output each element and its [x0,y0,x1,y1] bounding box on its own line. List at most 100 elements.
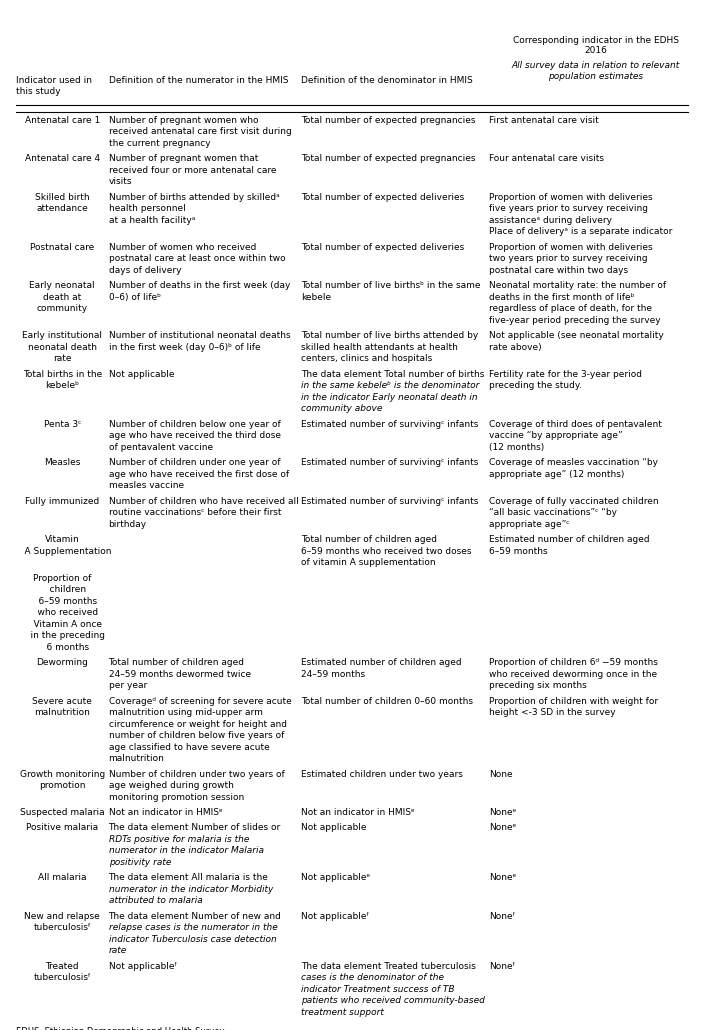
Text: Total number of expected deliveries: Total number of expected deliveries [300,193,464,202]
Text: Measles: Measles [44,458,80,468]
Text: indicator Treatment success of TB: indicator Treatment success of TB [300,985,454,994]
Text: Not applicableᵉ: Not applicableᵉ [300,873,370,883]
Text: Number of children under one year of: Number of children under one year of [109,458,280,468]
Text: Noneᶠ: Noneᶠ [489,912,516,921]
Text: Not applicableᶠ: Not applicableᶠ [300,912,369,921]
Text: Four antenatal care visits: Four antenatal care visits [489,154,604,164]
Text: in the first week (day 0–6)ᵇ of life: in the first week (day 0–6)ᵇ of life [109,343,260,351]
Text: assistanceᵃ during delivery: assistanceᵃ during delivery [489,216,612,225]
Text: Not applicable (see neonatal mortality: Not applicable (see neonatal mortality [489,332,664,340]
Text: Vitamin: Vitamin [45,535,79,544]
Text: kebeleᵇ: kebeleᵇ [45,381,79,390]
Text: Number of pregnant women that: Number of pregnant women that [109,154,258,164]
Text: Proportion of women with deliveries: Proportion of women with deliveries [489,193,653,202]
Text: Coverage of third does of pentavalent: Coverage of third does of pentavalent [489,419,662,428]
Text: Number of deaths in the first week (day: Number of deaths in the first week (day [109,281,290,290]
Text: who received deworming once in the: who received deworming once in the [489,670,657,679]
Text: Number of births attended by skilledᵃ: Number of births attended by skilledᵃ [109,193,280,202]
Text: Proportion of women with deliveries: Proportion of women with deliveries [489,243,653,251]
Text: Antenatal care 4: Antenatal care 4 [25,154,100,164]
Text: Total number of live births attended by: Total number of live births attended by [300,332,478,340]
Text: at a health facilityᵃ: at a health facilityᵃ [109,216,195,225]
Text: Coverage of fully vaccinated children: Coverage of fully vaccinated children [489,496,659,506]
Text: Not an indicator in HMISᵉ: Not an indicator in HMISᵉ [109,808,222,817]
Text: kebele: kebele [300,293,331,302]
Text: children: children [38,585,87,594]
Text: Proportion of children with weight for: Proportion of children with weight for [489,696,659,706]
Text: five years prior to survey receiving: five years prior to survey receiving [489,204,649,213]
Text: 24–59 months: 24–59 months [300,670,365,679]
Text: Postnatal care: Postnatal care [30,243,94,251]
Text: Total number of children aged: Total number of children aged [109,658,245,667]
Text: Estimated children under two years: Estimated children under two years [300,769,463,779]
Text: Total number of live birthsᵇ in the same: Total number of live birthsᵇ in the same [300,281,480,290]
Text: age weighed during growth: age weighed during growth [109,781,233,790]
Text: 0–6) of lifeᵇ: 0–6) of lifeᵇ [109,293,161,302]
Text: numerator in the indicator Morbidity: numerator in the indicator Morbidity [109,885,273,894]
Text: 6–59 months: 6–59 months [27,596,97,606]
Text: community: community [36,304,88,313]
Text: promotion: promotion [39,781,86,790]
Text: received four or more antenatal care: received four or more antenatal care [109,166,276,175]
Text: Early neonatal: Early neonatal [29,281,95,290]
Text: Estimated number of children aged: Estimated number of children aged [489,535,650,544]
Text: Skilled birth: Skilled birth [35,193,89,202]
Text: circumference or weight for height and: circumference or weight for height and [109,720,287,728]
Text: None: None [489,769,513,779]
Text: postnatal care at least once within two: postnatal care at least once within two [109,254,285,264]
Text: RDTs positive for malaria is the: RDTs positive for malaria is the [109,835,249,844]
Text: visits: visits [109,177,132,186]
Text: malnutrition using mid-upper arm: malnutrition using mid-upper arm [109,708,262,717]
Text: Antenatal care 1: Antenatal care 1 [24,115,100,125]
Text: of vitamin A supplementation: of vitamin A supplementation [300,558,435,568]
Text: tuberculosisᶠ: tuberculosisᶠ [34,973,91,983]
Text: Definition of the denominator in HMIS: Definition of the denominator in HMIS [300,76,473,85]
Text: The data element Number of slides or: The data element Number of slides or [109,823,281,832]
Text: Severe acute: Severe acute [32,696,92,706]
Text: skilled health attendants at health: skilled health attendants at health [300,343,458,351]
Text: vaccine “by appropriate age”: vaccine “by appropriate age” [489,432,623,440]
Text: Not applicable: Not applicable [109,370,174,379]
Text: the current pregnancy: the current pregnancy [109,139,210,148]
Text: Proportion of: Proportion of [33,574,92,583]
Text: measles vaccine: measles vaccine [109,481,184,490]
Text: appropriate age” (12 months): appropriate age” (12 months) [489,470,625,479]
Text: Noneᵉ: Noneᵉ [489,873,517,883]
Text: number of children below five years of: number of children below five years of [109,731,284,741]
Text: Noneᵉ: Noneᵉ [489,808,517,817]
Text: patients who received community-based: patients who received community-based [300,996,485,1005]
Text: Positive malaria: Positive malaria [26,823,98,832]
Text: EDHS, Ethiopian Demographic and Health Survey.: EDHS, Ethiopian Demographic and Health S… [16,1027,226,1030]
Text: two years prior to survey receiving: two years prior to survey receiving [489,254,648,264]
Text: attributed to malaria: attributed to malaria [109,896,202,905]
Text: rate: rate [53,354,72,364]
Text: Total number of expected pregnancies: Total number of expected pregnancies [300,154,475,164]
Text: Estimated number of survivingᶜ infants: Estimated number of survivingᶜ infants [300,496,478,506]
Text: monitoring promotion session: monitoring promotion session [109,792,244,801]
Text: The data element Treated tuberculosis: The data element Treated tuberculosis [300,962,475,971]
Text: rate above): rate above) [489,343,542,351]
Text: Vitamin A once: Vitamin A once [22,620,102,628]
Text: relapse cases is the numerator in the: relapse cases is the numerator in the [109,924,277,932]
Text: Total number of children aged: Total number of children aged [300,535,437,544]
Text: in the same kebeleᵇ is the denominator: in the same kebeleᵇ is the denominator [300,381,479,390]
Text: Fully immunized: Fully immunized [25,496,99,506]
Text: Estimated number of survivingᶜ infants: Estimated number of survivingᶜ infants [300,458,478,468]
Text: indicator Tuberculosis case detection: indicator Tuberculosis case detection [109,935,276,943]
Text: Number of pregnant women who: Number of pregnant women who [109,115,258,125]
Text: age who have received the first dose of: age who have received the first dose of [109,470,289,479]
Text: per year: per year [109,681,147,690]
Text: height <-3 SD in the survey: height <-3 SD in the survey [489,708,616,717]
Text: postnatal care within two days: postnatal care within two days [489,266,628,275]
Text: Estimated number of survivingᶜ infants: Estimated number of survivingᶜ infants [300,419,478,428]
Text: Total number of expected deliveries: Total number of expected deliveries [300,243,464,251]
Text: 6 months: 6 months [35,643,89,652]
Text: Suspected malaria: Suspected malaria [20,808,104,817]
Text: Penta 3ᶜ: Penta 3ᶜ [44,419,81,428]
Text: attendance: attendance [36,204,88,213]
Text: Total number of expected pregnancies: Total number of expected pregnancies [300,115,475,125]
Text: five-year period preceding the survey: five-year period preceding the survey [489,316,661,324]
Text: received antenatal care first visit during: received antenatal care first visit duri… [109,128,291,136]
Text: rate: rate [109,947,127,956]
Text: A Supplementation: A Supplementation [13,547,112,555]
